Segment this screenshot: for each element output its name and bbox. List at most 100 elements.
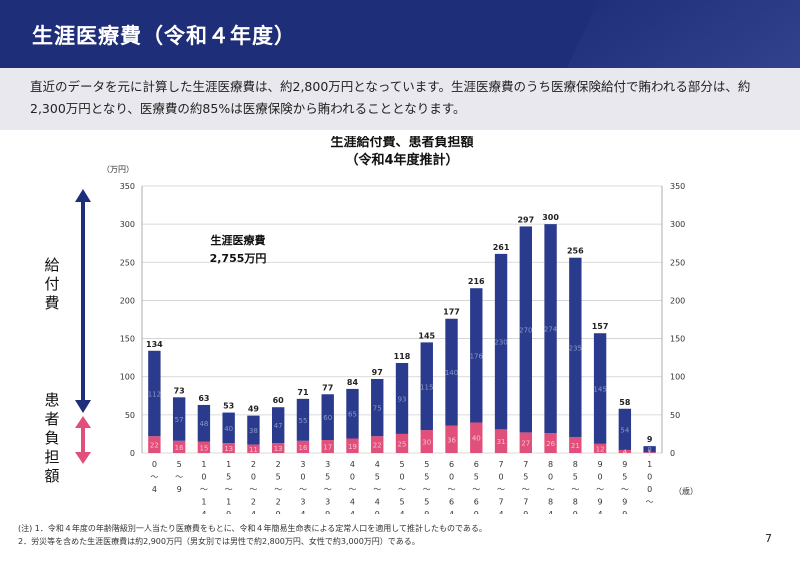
- x-tick-label: 1: [647, 460, 652, 469]
- y-tick-right: 150: [670, 335, 685, 344]
- x-tick-label: 5: [424, 460, 429, 469]
- x-tick-label: 4: [350, 460, 355, 469]
- footnote-2: 2．労災等を含めた生涯医療費は約2,900万円（男女別では男性で約2,800万円…: [18, 537, 420, 546]
- intro-band: 直近のデータを元に計算した生涯医療費は、約2,800万円となっています。生涯医療…: [0, 68, 800, 130]
- bar-benefit: [519, 226, 532, 433]
- x-tick-label: 5: [399, 460, 404, 469]
- y-tick-left: 350: [120, 182, 135, 191]
- bar-patient-share: [346, 438, 359, 453]
- y-tick-left: 0: [130, 449, 135, 458]
- chart-subtitle: （令和4年度推計）: [345, 152, 458, 168]
- x-tick-label: 9: [573, 510, 578, 514]
- bar-benefit-label: 93: [398, 395, 407, 403]
- x-tick-label: 8: [573, 498, 578, 507]
- x-tick-label: 5: [375, 473, 380, 482]
- y-axis-unit: （万円）: [102, 165, 134, 174]
- bar-patient-label: 31: [497, 438, 506, 446]
- x-tick-label: 1: [226, 460, 231, 469]
- bar-benefit-label: 140: [445, 369, 458, 377]
- side-label-benefit: 給: [44, 256, 59, 274]
- bar-benefit: [395, 362, 409, 434]
- x-tick-label: 5: [424, 498, 429, 507]
- bar-patient-share: [371, 436, 384, 453]
- side-label-patient: 患: [44, 391, 59, 409]
- x-tick-label: 9: [226, 510, 231, 514]
- bar-patient-share: [197, 441, 211, 453]
- bar-patient-label: 4: [623, 448, 628, 456]
- bar-total-label: 300: [542, 213, 559, 222]
- x-tick-label: 9: [598, 498, 603, 507]
- bar-benefit-label: 145: [593, 386, 606, 394]
- bar-benefit-label: 75: [373, 405, 382, 413]
- bar-total-label: 118: [394, 352, 411, 361]
- header-decoration: [547, 0, 800, 68]
- x-tick-label: ～: [348, 485, 356, 494]
- bar-benefit: [296, 398, 310, 441]
- x-tick-label: 5: [424, 473, 429, 482]
- bar-benefit: [618, 408, 632, 450]
- bar-patient-label: 40: [472, 435, 481, 443]
- x-tick-label: 4: [375, 460, 380, 469]
- bar-total-label: 97: [372, 368, 383, 377]
- bar-patient-label: 16: [298, 444, 307, 452]
- x-tick-label: 5: [226, 473, 231, 482]
- bar-benefit-label: 54: [620, 426, 629, 434]
- x-tick-label: 9: [622, 460, 627, 469]
- bar-total-label: 71: [297, 388, 309, 397]
- bar-total-label: 49: [248, 405, 260, 414]
- x-tick-label: ～: [225, 485, 233, 494]
- bar-patient-share: [148, 436, 161, 453]
- bar-benefit-label: 47: [274, 422, 283, 430]
- x-tick-label: 3: [300, 460, 305, 469]
- y-tick-left: 200: [120, 296, 135, 305]
- bar-patient-share: [643, 452, 656, 453]
- x-tick-label: ～: [472, 485, 480, 494]
- bar-patient-label: 21: [571, 442, 580, 450]
- x-tick-label: ～: [571, 485, 579, 494]
- intro-text: 直近のデータを元に計算した生涯医療費は、約2,800万円となっています。生涯医療…: [30, 79, 751, 116]
- side-label-benefit: 費: [44, 294, 59, 312]
- x-tick-label: 9: [523, 510, 528, 514]
- x-tick-label: 3: [325, 498, 330, 507]
- x-tick-label: 9: [177, 485, 182, 494]
- bar-total-label: 58: [619, 398, 631, 407]
- x-tick-label: 3: [325, 460, 330, 469]
- x-tick-label: ～: [249, 485, 257, 494]
- x-tick-label: 6: [449, 498, 454, 507]
- bar-benefit: [272, 407, 285, 444]
- bar-total-label: 145: [418, 331, 435, 340]
- x-tick-label: 3: [300, 498, 305, 507]
- annotation-label: 生涯医療費: [211, 233, 266, 247]
- bar-patient-share: [395, 433, 409, 453]
- bar-benefit-label: 40: [224, 425, 233, 433]
- bar-benefit: [544, 224, 557, 434]
- bar-patient-label: 13: [274, 445, 283, 453]
- slide-title: 生涯医療費（令和４年度）: [32, 24, 296, 48]
- bar-benefit-label: 270: [519, 326, 532, 334]
- bar-total-label: 73: [174, 386, 185, 395]
- bar-patient-label: 22: [150, 442, 159, 450]
- bar-patient-label: 15: [199, 444, 208, 452]
- x-tick-label: 0: [300, 473, 305, 482]
- bar-patient-label: 11: [249, 446, 258, 454]
- x-tick-label: 5: [523, 473, 528, 482]
- slide-header: 生涯医療費（令和４年度）: [0, 0, 800, 68]
- x-tick-label: 9: [474, 510, 479, 514]
- bar-benefit: [197, 404, 211, 442]
- bar-patient-label: 12: [596, 445, 605, 453]
- bar-patient-label: 17: [323, 444, 332, 452]
- x-tick-label: 9: [375, 510, 380, 514]
- x-tick-label: 2: [251, 498, 256, 507]
- bar-patient-label: 36: [447, 436, 456, 444]
- bar-patient-share: [247, 444, 260, 453]
- page-number: 7: [765, 532, 772, 545]
- bar-benefit: [569, 257, 582, 437]
- x-tick-label: 4: [598, 510, 603, 514]
- annotation-value: 2,755万円: [210, 252, 267, 265]
- bar-total-label: 53: [223, 402, 234, 411]
- bar-benefit: [247, 415, 260, 445]
- benefit-arrow-head-up: [75, 189, 91, 202]
- x-tick-label: 1: [226, 498, 231, 507]
- x-tick-label: 5: [622, 473, 627, 482]
- bar-patient-share: [172, 440, 186, 453]
